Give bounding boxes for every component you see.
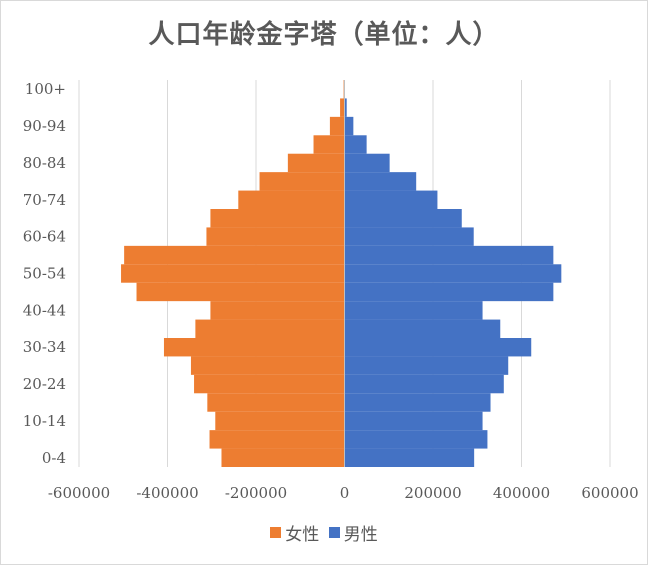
legend: 女性 男性 [0,520,648,545]
female-bar-85-89 [313,135,345,154]
x-tick-label: -600000 [48,484,110,502]
female-bar-30-34 [163,338,345,357]
x-tick-label: 400000 [493,484,550,502]
male-bar-60-64 [344,227,474,246]
male-bar-85-89 [344,135,367,154]
female-bar-20-24 [194,374,345,394]
male-bar-35-39 [344,319,501,338]
female-bar-25-29 [190,356,345,375]
female-bar-10-14 [215,411,345,431]
male-bar-70-74 [344,190,438,209]
y-tick-label: 90-94 [23,117,66,135]
x-tick-label: 0 [340,484,350,502]
y-tick-label: 100+ [25,80,66,98]
female-bar-50-54 [121,264,345,283]
male-bar-65-69 [344,209,462,228]
male-bar-20-24 [344,374,504,394]
x-tick-label: -200000 [225,484,287,502]
y-tick-label: 60-64 [23,228,66,246]
male-bar-90-94 [344,116,354,136]
female-bar-80-84 [287,153,345,173]
female-bar-0-4 [221,448,345,467]
male-bar-0-4 [344,448,475,467]
female-bar-95-99 [340,98,345,117]
female-bar-15-19 [207,393,345,412]
legend-item-male: 男性 [328,520,378,545]
female-bar-65-69 [210,209,345,228]
legend-label-male: 男性 [343,525,378,545]
male-bar-15-19 [344,393,491,412]
y-tick-label: 70-74 [23,191,66,209]
male-bar-50-54 [344,264,562,283]
male-bar-40-44 [344,301,483,320]
female-bar-55-59 [124,245,345,265]
male-bar-10-14 [344,411,483,431]
female-bar-35-39 [195,319,345,338]
y-tick-label: 30-34 [23,338,66,356]
y-tick-label: 40-44 [23,301,66,319]
female-bar-60-64 [206,227,345,246]
x-tick-label: 600000 [581,484,638,502]
y-tick-label: 0-4 [42,449,66,467]
male-bar-45-49 [344,282,554,302]
male-bar-30-34 [344,338,532,357]
legend-item-female: 女性 [270,520,319,545]
chart-title: 人口年龄金字塔（单位：人） [148,20,500,50]
y-tick-label: 10-14 [23,412,66,430]
female-bar-90-94 [329,116,345,136]
x-tick-label: 200000 [404,484,461,502]
y-tick-label: 80-84 [23,154,66,172]
legend-swatch-male [328,527,340,538]
male-bar-75-79 [344,172,417,191]
male-bar-25-29 [344,356,509,375]
legend-swatch-female [270,527,282,538]
male-bar-5-9 [344,430,488,449]
female-bar-45-49 [136,282,345,302]
female-bar-40-44 [210,301,345,320]
female-bar-5-9 [209,430,345,449]
male-bar-55-59 [344,245,554,265]
female-bar-70-74 [238,190,345,209]
male-bar-95-99 [344,98,347,117]
x-tick-label: -400000 [136,484,198,502]
male-bar-80-84 [344,153,390,173]
legend-label-female: 女性 [285,525,320,545]
y-tick-label: 50-54 [23,265,66,283]
y-tick-label: 20-24 [23,375,66,393]
female-bar-75-79 [259,172,345,191]
